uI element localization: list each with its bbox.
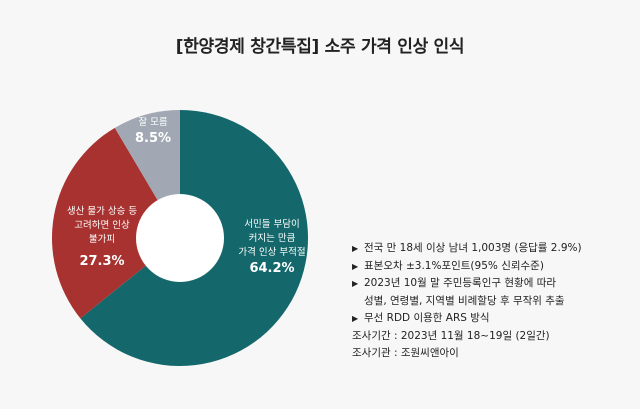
note-text: 무선 RDD 이용한 ARS 방식 <box>364 312 490 324</box>
slice-label-inappropriate: 서민들 부담이 커지는 만큼 가격 인상 부적절 64.2% <box>222 218 322 276</box>
note-row: ▶ 표본오차 ±3.1%포인트(95% 신뢰수준) <box>352 258 582 276</box>
note-text: 전국 만 18세 이상 남녀 1,003명 (응답률 2.9%) <box>364 242 582 254</box>
slice-value: 8.5% <box>134 131 172 146</box>
slice-unavoidable <box>52 127 180 319</box>
survey-period: 조사기간 : 2023년 11월 18~19일 (2일간) <box>352 329 550 342</box>
slice-value: 27.3% <box>79 254 125 269</box>
note-continuation: 성별, 연령별, 지역별 비례할당 후 무작위 추출 <box>364 294 565 307</box>
donut-hole <box>136 194 224 282</box>
right-triangle-icon: ▶ <box>352 244 359 253</box>
slice-label-text: 서민들 부담이 <box>244 219 300 230</box>
slice-label-unavoidable: 생산 물가 상승 등 고려하면 인상 불가피 27.3% <box>52 205 152 269</box>
chart-title: [한양경제 창간특집] 소주 가격 인상 인식 <box>175 37 465 57</box>
note-row: ▶ 무선 RDD 이용한 ARS 방식 <box>352 310 582 328</box>
note-row: ▶ 2023년 10월 말 주민등록인구 현황에 따라 <box>352 275 582 293</box>
right-triangle-icon: ▶ <box>352 279 359 288</box>
note-text: 표본오차 ±3.1%포인트(95% 신뢰수준) <box>364 259 544 272</box>
note-row: ▶ 전국 만 18세 이상 남녀 1,003명 (응답률 2.9%) <box>352 240 582 258</box>
slice-label-text: 생산 물가 상승 등 <box>66 206 138 217</box>
slice-label-text: 잘 모름 <box>138 117 168 128</box>
slice-label-unknown: 잘 모름 8.5% <box>118 116 188 146</box>
slice-value: 64.2% <box>249 261 295 276</box>
slice-label-text: 고려하면 인상 <box>74 220 130 231</box>
slice-label-text: 가격 인상 부적절 <box>238 247 306 258</box>
survey-notes: ▶ 전국 만 18세 이상 남녀 1,003명 (응답률 2.9%) ▶ 표본오차 … <box>352 240 582 363</box>
slice-label-text: 불가피 <box>88 234 116 245</box>
slice-label-text: 커지는 만큼 <box>248 233 296 244</box>
survey-org: 조사기관 : 조원씨앤아이 <box>352 347 459 359</box>
right-triangle-icon: ▶ <box>352 314 359 323</box>
right-triangle-icon: ▶ <box>352 261 359 271</box>
note-text: 2023년 10월 말 주민등록인구 현황에 따라 <box>364 277 557 289</box>
